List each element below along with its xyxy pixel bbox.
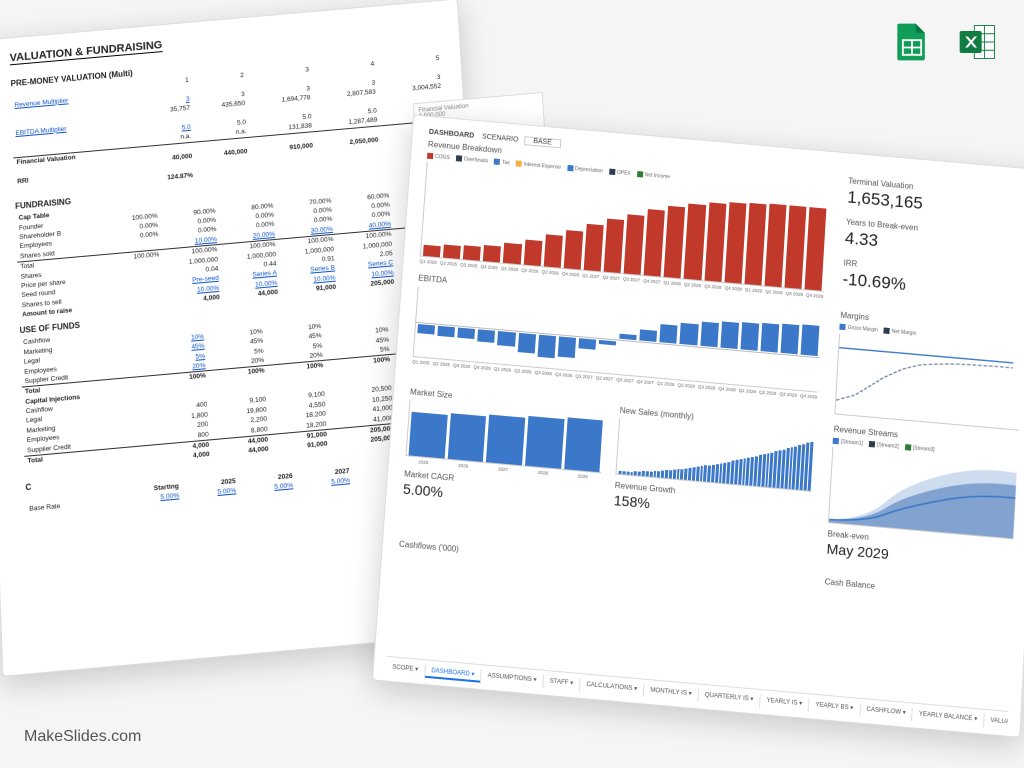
tab-staff[interactable]: STAFF ▾ bbox=[543, 675, 581, 692]
page-title: VALUATION & FUNDRAISING bbox=[9, 39, 162, 65]
tab-scope[interactable]: SCOPE ▾ bbox=[386, 661, 426, 678]
tab-quarterly-is[interactable]: QUARTERLY IS ▾ bbox=[698, 689, 761, 708]
tab-yearly-bs[interactable]: YEARLY BS ▾ bbox=[809, 699, 861, 717]
market-size-chart: Market Size 20252026202720282029 Market … bbox=[400, 387, 606, 547]
revenue-streams-chart: Revenue Streams [Stream1][Stream2][Strea… bbox=[826, 424, 1019, 583]
margins-chart: Margins Gross MarginNet Margin bbox=[835, 311, 1024, 430]
tab-valuation[interactable]: VALUATION ▾ bbox=[984, 714, 1008, 729]
brand-footer: MakeSlides.com bbox=[24, 728, 141, 746]
metrics-panel: Terminal Valuation 1,653,165 Years to Br… bbox=[841, 176, 1024, 317]
tab-dashboard[interactable]: DASHBOARD ▾ bbox=[425, 664, 482, 682]
google-sheets-icon bbox=[890, 20, 934, 64]
tab-cashflow[interactable]: CASHFLOW ▾ bbox=[860, 703, 913, 721]
app-icons bbox=[890, 20, 1000, 64]
dashboard-spreadsheet: DASHBOARD SCENARIO BASE Revenue Breakdow… bbox=[372, 114, 1024, 738]
cash-balance-label: Cash Balance bbox=[824, 577, 1010, 607]
sheet-tabs: SCOPE ▾DASHBOARD ▾ASSUMPTIONS ▾STAFF ▾CA… bbox=[386, 656, 1009, 730]
excel-icon bbox=[956, 20, 1000, 64]
tab-yearly-balance[interactable]: YEARLY BALANCE ▾ bbox=[912, 708, 984, 728]
tab-monthly-is[interactable]: MONTHLY IS ▾ bbox=[644, 684, 699, 702]
tab-assumptions[interactable]: ASSUMPTIONS ▾ bbox=[481, 669, 544, 688]
scenario-select[interactable]: BASE bbox=[524, 136, 561, 148]
tab-yearly-is[interactable]: YEARLY IS ▾ bbox=[760, 694, 810, 712]
tab-calculations[interactable]: CALCULATIONS ▾ bbox=[580, 678, 645, 697]
new-sales-chart: New Sales (monthly) Revenue Growth 158% bbox=[611, 405, 816, 565]
